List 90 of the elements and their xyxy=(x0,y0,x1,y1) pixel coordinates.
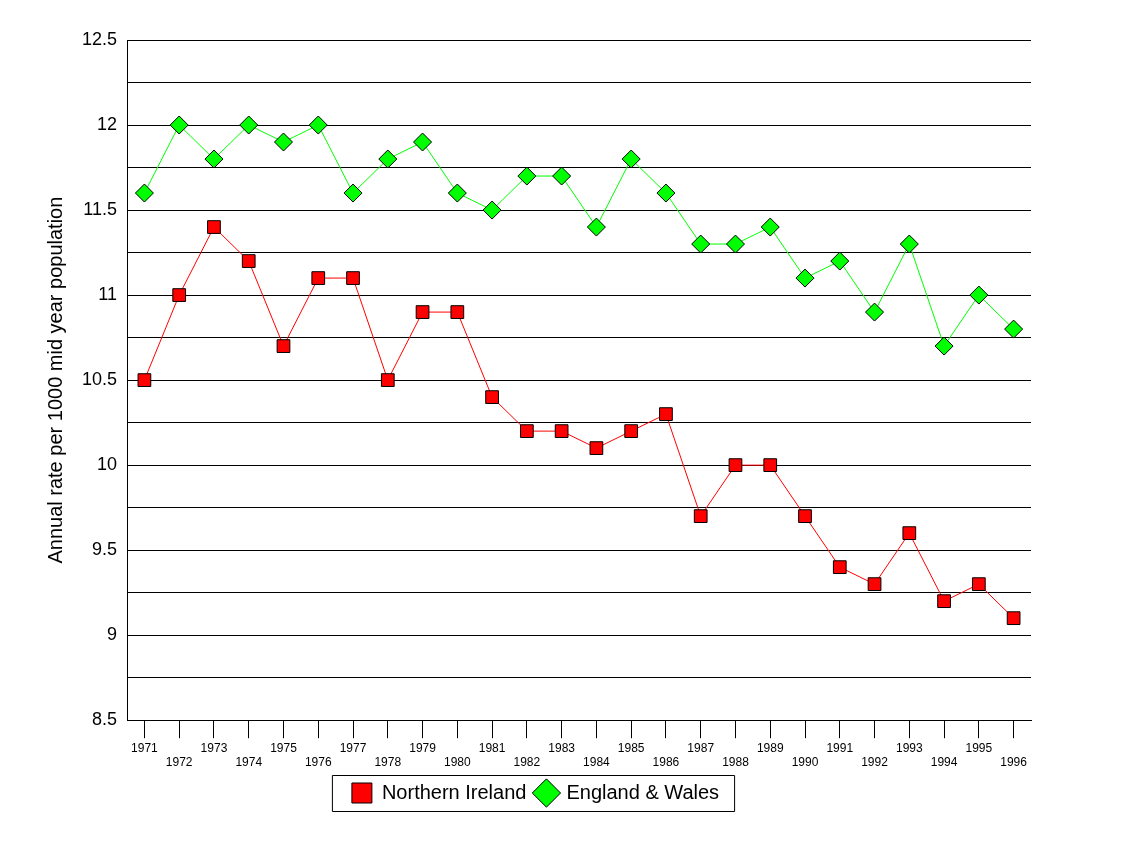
point xyxy=(937,594,951,609)
x-tick-label: 1983 xyxy=(548,740,576,755)
point xyxy=(308,115,328,135)
y-tick-label: 8.5 xyxy=(92,709,118,730)
point xyxy=(378,149,398,169)
x-tick-label: 1982 xyxy=(513,755,541,770)
x-tick-label: 1974 xyxy=(235,755,263,770)
point xyxy=(795,268,815,288)
point xyxy=(589,441,604,455)
x-tick-label: 1986 xyxy=(652,755,680,770)
point xyxy=(450,305,465,319)
x-tick-label: 1990 xyxy=(791,755,819,770)
point xyxy=(586,217,606,237)
point xyxy=(413,132,433,152)
legend-label: England & Wales xyxy=(566,780,720,803)
point xyxy=(241,254,256,268)
point xyxy=(204,149,224,169)
point xyxy=(343,183,363,203)
point xyxy=(728,458,743,472)
x-tick-label: 1971 xyxy=(131,740,159,755)
y-tick-label: 12.5 xyxy=(81,28,118,49)
y-tick-label: 10 xyxy=(97,454,118,475)
x-tick-label: 1980 xyxy=(443,755,471,770)
point xyxy=(899,234,919,254)
point xyxy=(134,183,154,203)
point xyxy=(207,220,221,234)
point xyxy=(552,166,572,186)
x-tick-label: 1978 xyxy=(374,755,402,770)
point xyxy=(693,509,708,523)
point xyxy=(624,424,639,438)
y-axis-title: Annual rate per 1000 mid year population xyxy=(43,196,66,564)
x-tick-label: 1976 xyxy=(304,755,332,770)
x-tick-label: 1993 xyxy=(895,740,923,755)
point xyxy=(239,115,259,135)
point xyxy=(380,373,395,387)
point xyxy=(276,339,291,353)
point xyxy=(485,390,499,404)
point xyxy=(832,560,847,575)
y-tick-label: 12 xyxy=(97,113,118,134)
point xyxy=(763,458,778,472)
x-tick-label: 1981 xyxy=(478,740,506,755)
point xyxy=(691,234,711,254)
point xyxy=(346,271,360,285)
x-tick-label: 1984 xyxy=(583,755,611,770)
x-tick-label: 1992 xyxy=(861,755,889,770)
point xyxy=(415,305,430,319)
x-tick-label: 1988 xyxy=(722,755,750,770)
point xyxy=(798,509,812,523)
point xyxy=(971,577,986,592)
point xyxy=(656,183,676,203)
point xyxy=(934,336,954,356)
point xyxy=(830,251,850,271)
x-tick-label: 1985 xyxy=(617,740,645,755)
point xyxy=(482,200,502,220)
y-tick-label: 9 xyxy=(107,624,118,645)
point xyxy=(517,166,537,186)
y-tick-label: 9.5 xyxy=(92,539,118,560)
x-tick-label: 1975 xyxy=(270,740,298,755)
point xyxy=(137,373,152,387)
x-tick-label: 1977 xyxy=(339,740,367,755)
x-tick-label: 1989 xyxy=(756,740,784,755)
legend-label: Northern Ireland xyxy=(381,780,527,803)
x-tick-label: 1995 xyxy=(965,740,993,755)
point xyxy=(554,424,569,438)
point xyxy=(621,149,641,169)
point xyxy=(659,407,673,421)
x-tick-label: 1991 xyxy=(826,740,854,755)
point xyxy=(169,115,189,135)
point xyxy=(867,577,882,592)
y-tick-label: 11.5 xyxy=(83,199,118,220)
point xyxy=(902,526,917,541)
point xyxy=(520,424,534,438)
y-tick-label: 10.5 xyxy=(81,369,118,390)
point xyxy=(273,132,293,152)
x-tick-label: 1996 xyxy=(1000,755,1028,770)
point xyxy=(172,288,187,302)
point xyxy=(311,271,326,285)
point xyxy=(760,217,780,237)
point xyxy=(1006,611,1021,626)
x-tick-label: 1979 xyxy=(409,740,437,755)
x-tick-label: 1973 xyxy=(200,740,228,755)
x-tick-label: 1994 xyxy=(930,755,958,770)
x-tick-label: 1972 xyxy=(165,755,193,770)
y-tick-label: 11 xyxy=(98,284,118,305)
point xyxy=(447,183,467,203)
point xyxy=(865,302,885,322)
point xyxy=(1004,319,1024,339)
x-tick-label: 1987 xyxy=(687,740,715,755)
point xyxy=(969,285,989,305)
point xyxy=(725,234,745,254)
